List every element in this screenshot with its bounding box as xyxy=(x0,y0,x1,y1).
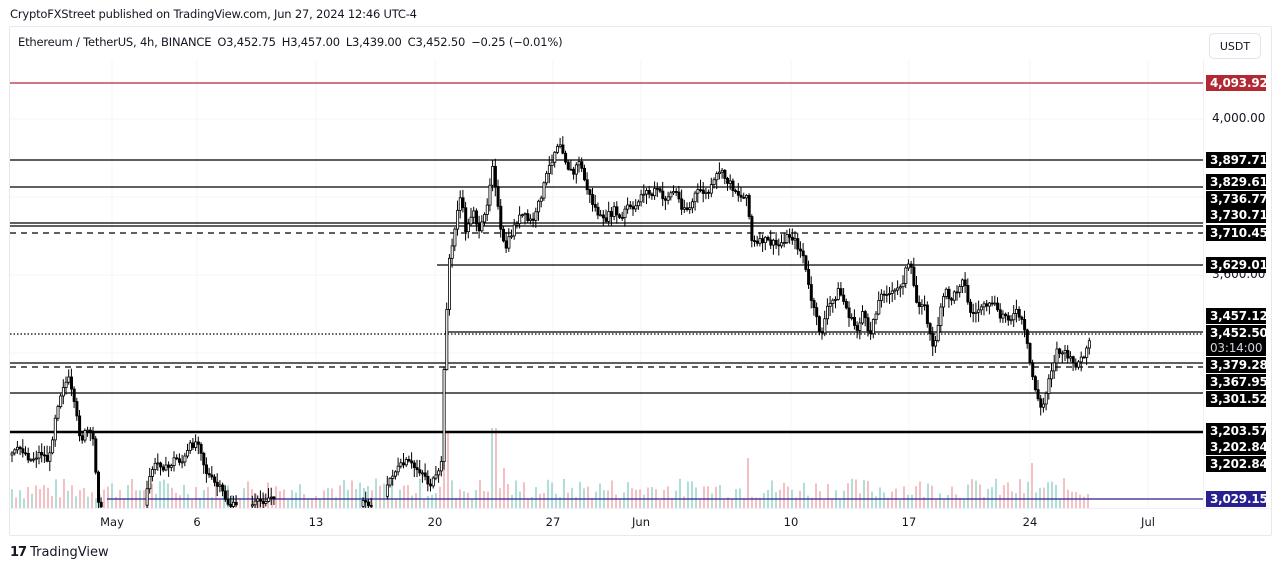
price-level-label: 03:14:00 xyxy=(1206,340,1266,356)
price-level-label: 3,452.50 xyxy=(1206,325,1268,341)
time-tick-label: 13 xyxy=(308,515,324,529)
time-axis-separator xyxy=(10,508,1272,509)
tradingview-logo-text: TradingView xyxy=(30,545,109,560)
price-level-label: 3,710.45 xyxy=(1206,225,1268,241)
price-level-label: 4,093.92 xyxy=(1206,75,1268,91)
time-tick-label: 10 xyxy=(783,515,799,529)
price-level-label: 3,736.77 xyxy=(1206,191,1268,207)
open-value: O3,452.75 xyxy=(217,35,276,49)
price-level-label: 3,202.84 xyxy=(1206,439,1268,455)
price-level-label: 3,202.84 xyxy=(1206,456,1268,472)
time-tick-label: 27 xyxy=(545,515,561,529)
change-value: −0.25 (−0.01%) xyxy=(471,35,563,49)
time-tick-label: May xyxy=(100,515,124,529)
price-level-label: 3,203.57 xyxy=(1206,423,1268,439)
price-level-label: 3,457.12 xyxy=(1206,308,1268,324)
currency-button[interactable]: USDT xyxy=(1209,33,1261,59)
time-tick-label: 6 xyxy=(193,515,201,529)
price-level-label: 3,897.71 xyxy=(1206,152,1268,168)
symbol-legend: Ethereum / TetherUS, 4h, BINANCE O3,452.7… xyxy=(18,35,568,49)
price-level-label: 3,029.15 xyxy=(1206,491,1268,507)
high-value: H3,457.00 xyxy=(281,35,340,49)
time-tick-label: 17 xyxy=(901,515,917,529)
price-axis-separator xyxy=(1203,60,1204,508)
price-level-label: 3,301.52 xyxy=(1206,391,1268,407)
time-tick-label: 24 xyxy=(1022,515,1038,529)
low-value: L3,439.00 xyxy=(345,35,402,49)
price-level-label: 3,379.28 xyxy=(1206,357,1268,373)
price-level-label: 3,730.71 xyxy=(1206,207,1268,223)
close-value: C3,452.50 xyxy=(407,35,466,49)
price-grid-label: 4,000.00 xyxy=(1212,111,1266,125)
price-level-label: 3,367.95 xyxy=(1206,374,1268,390)
time-tick-label: 20 xyxy=(427,515,443,529)
price-level-label: 3,629.01 xyxy=(1206,257,1268,273)
symbol-name[interactable]: Ethereum / TetherUS, 4h, BINANCE xyxy=(18,35,212,49)
price-level-label: 3,829.61 xyxy=(1206,174,1268,190)
time-tick-label: Jul xyxy=(1141,515,1155,529)
time-tick-label: Jun xyxy=(632,515,650,529)
tradingview-logo[interactable]: 17 TradingView xyxy=(10,545,109,560)
tradingview-logo-icon: 17 xyxy=(10,545,27,560)
publisher-line: CryptoFXStreet published on TradingView.… xyxy=(10,7,417,21)
